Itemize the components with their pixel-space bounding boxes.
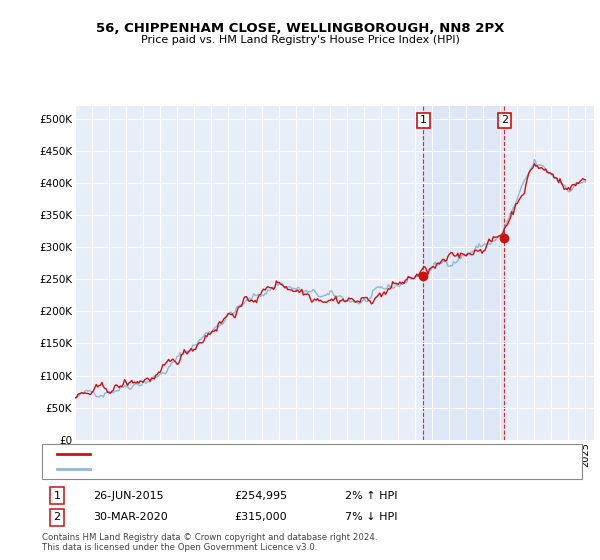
Text: £254,995: £254,995	[234, 491, 287, 501]
Text: HPI: Average price, detached house, North Northamptonshire: HPI: Average price, detached house, Nort…	[96, 464, 416, 474]
Text: 30-MAR-2020: 30-MAR-2020	[93, 512, 168, 522]
Text: 7% ↓ HPI: 7% ↓ HPI	[345, 512, 398, 522]
Text: 56, CHIPPENHAM CLOSE, WELLINGBOROUGH, NN8 2PX (detached house): 56, CHIPPENHAM CLOSE, WELLINGBOROUGH, NN…	[96, 449, 476, 459]
Text: £315,000: £315,000	[234, 512, 287, 522]
Text: This data is licensed under the Open Government Licence v3.0.: This data is licensed under the Open Gov…	[42, 543, 317, 552]
Text: 1: 1	[420, 115, 427, 125]
Bar	[424, 106, 505, 440]
Text: Price paid vs. HM Land Registry's House Price Index (HPI): Price paid vs. HM Land Registry's House …	[140, 35, 460, 45]
Text: Contains HM Land Registry data © Crown copyright and database right 2024.: Contains HM Land Registry data © Crown c…	[42, 533, 377, 542]
Text: 1: 1	[53, 491, 61, 501]
Text: 2% ↑ HPI: 2% ↑ HPI	[345, 491, 398, 501]
Text: 2: 2	[501, 115, 508, 125]
Text: 56, CHIPPENHAM CLOSE, WELLINGBOROUGH, NN8 2PX: 56, CHIPPENHAM CLOSE, WELLINGBOROUGH, NN…	[96, 22, 504, 35]
Text: 2: 2	[53, 512, 61, 522]
Text: 26-JUN-2015: 26-JUN-2015	[93, 491, 164, 501]
